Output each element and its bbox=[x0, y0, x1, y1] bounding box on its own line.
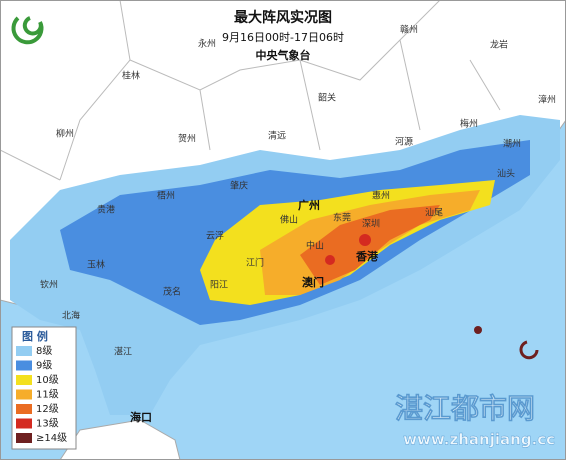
city: 汕尾 bbox=[425, 208, 443, 219]
watermark-name: 湛江都市网 bbox=[395, 392, 535, 425]
date: 9月16日00时-17日06时 bbox=[222, 31, 344, 44]
city: 潮州 bbox=[503, 138, 521, 150]
city: 海口 bbox=[130, 410, 152, 424]
city: 清远 bbox=[268, 130, 286, 142]
legend-swatch bbox=[16, 360, 32, 371]
city: 梧州 bbox=[157, 190, 175, 202]
city: 云浮 bbox=[206, 230, 224, 242]
zone-14 bbox=[474, 326, 482, 334]
borders bbox=[0, 0, 501, 181]
legend-label: 9级 bbox=[36, 360, 52, 372]
legend-title: 图 例 bbox=[22, 329, 48, 343]
city: 惠州 bbox=[372, 190, 390, 202]
city: 汕头 bbox=[497, 169, 515, 180]
watermark-url: www.zhanjiang.cc bbox=[403, 431, 555, 449]
legend-swatch bbox=[16, 346, 32, 356]
city: 中山 bbox=[306, 240, 324, 252]
legend-swatch bbox=[16, 404, 32, 414]
city: 柳州 bbox=[56, 128, 74, 140]
legend: 图 例 8级 9级 10级 11级 12级 13级 ≥14级 bbox=[11, 326, 77, 450]
zone-13 bbox=[359, 234, 371, 246]
legend-label: 8级 bbox=[36, 345, 52, 357]
city: 赣州 bbox=[400, 24, 418, 36]
legend-swatch bbox=[16, 418, 32, 429]
legend-swatch bbox=[16, 433, 32, 443]
city: 澳门 bbox=[302, 275, 324, 289]
city: 玉林 bbox=[87, 259, 105, 271]
cities: 永州 赣州 龙岩 桂林 韶关 漳州 梅州 柳州 贺州 清远 河源 潮州 汕头 肇… bbox=[40, 24, 556, 425]
city: 江门 bbox=[246, 257, 264, 269]
city: 钦州 bbox=[40, 279, 58, 291]
city: 茂名 bbox=[163, 286, 181, 298]
city: 贵港 bbox=[97, 204, 115, 216]
city: 漳州 bbox=[538, 94, 556, 106]
city: 广州 bbox=[298, 198, 320, 212]
legend-label: ≥14级 bbox=[36, 432, 67, 444]
zone-13 bbox=[325, 255, 335, 265]
city: 桂林 bbox=[122, 70, 140, 82]
legend-swatch bbox=[16, 375, 32, 385]
city: 北海 bbox=[62, 310, 80, 322]
city: 深圳 bbox=[362, 219, 380, 230]
city: 永州 bbox=[198, 38, 216, 50]
city: 湛江 bbox=[114, 347, 132, 358]
title: 最大阵风实况图 bbox=[234, 9, 332, 26]
agency: 中央气象台 bbox=[256, 48, 311, 62]
legend-label: 12级 bbox=[36, 403, 59, 415]
city: 阳江 bbox=[210, 280, 228, 291]
legend-label: 11级 bbox=[36, 389, 59, 401]
city: 香港 bbox=[355, 249, 379, 263]
city: 东莞 bbox=[333, 212, 351, 224]
legend-swatch bbox=[16, 389, 32, 400]
logo bbox=[11, 16, 44, 45]
legend-label: 13级 bbox=[36, 418, 59, 430]
zone-14 bbox=[519, 340, 539, 360]
hainan bbox=[59, 419, 181, 460]
legend-label: 10级 bbox=[36, 374, 59, 386]
city: 河源 bbox=[395, 136, 413, 148]
zone-12 bbox=[300, 205, 440, 285]
city: 肇庆 bbox=[230, 180, 248, 192]
city: 韶关 bbox=[318, 92, 336, 104]
city: 佛山 bbox=[280, 214, 298, 226]
city: 龙岩 bbox=[490, 39, 508, 51]
city: 梅州 bbox=[460, 118, 478, 130]
city: 贺州 bbox=[178, 133, 196, 145]
